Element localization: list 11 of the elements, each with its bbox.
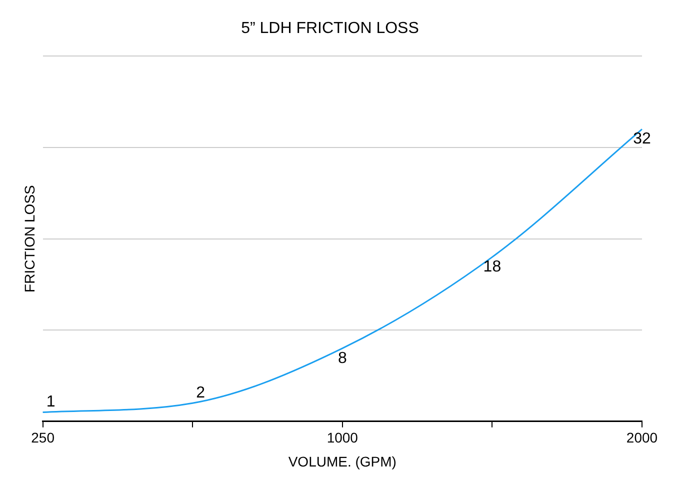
- chart-title: 5” LDH FRICTION LOSS: [241, 20, 419, 38]
- data-label: 32: [633, 130, 651, 148]
- y-axis-title: FRICTION LOSS: [21, 185, 38, 292]
- data-label: 18: [483, 258, 502, 276]
- x-tick-label: 1000: [326, 430, 358, 446]
- data-label: 2: [196, 384, 206, 402]
- data-label: 1: [46, 394, 56, 411]
- x-tick-label: 250: [31, 430, 55, 446]
- data-label: 8: [338, 350, 347, 367]
- x-axis-title: VOLUME. (GPM): [288, 453, 396, 470]
- x-tick-label: 2000: [626, 430, 658, 446]
